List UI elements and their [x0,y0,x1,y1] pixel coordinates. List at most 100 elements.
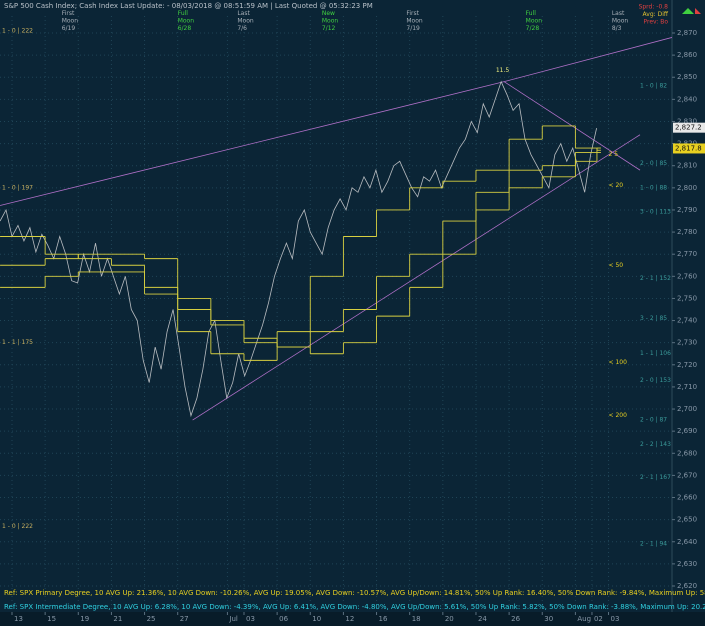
price-box [673,143,705,154]
moon-label: Last [237,10,250,17]
price-box [673,122,705,133]
moon-label: Moon [612,18,629,25]
y-tick-label: 2,680 [677,449,697,457]
moon-label: Moon [406,18,423,25]
y-tick-label: 2,870 [677,29,697,37]
annotation: < 20 [609,182,624,189]
annotation: < 50 [609,262,624,269]
annotation: < 200 [609,412,628,419]
y-tick-label: 2,690 [677,427,697,435]
price-label: 2,817.8 [675,144,702,152]
annotation: 2 - 1 | 94 [640,540,667,547]
moon-label: New [322,10,335,17]
y-tick-label: 2,850 [677,73,697,81]
moon-label: 8/3 [612,25,622,32]
annotation: 2 - 0 | 85 [640,160,667,167]
price-label: 2,827.2 [675,124,702,132]
moon-label: Moon [526,18,543,25]
status-text: Prev: Bo [644,19,669,26]
y-tick-label: 2,710 [677,383,697,391]
y-tick-label: 2,650 [677,516,697,524]
annotation: 2 - 1 | 152 [640,275,671,282]
x-tick-label: 02 [594,615,603,623]
y-tick-label: 2,770 [677,250,697,258]
annotation: 2 - 1 | 167 [640,474,671,481]
moon-label: Moon [322,18,339,25]
y-tick-label: 2,760 [677,272,697,280]
y-tick-label: 2,660 [677,494,697,502]
plot [0,37,672,421]
x-tick-label: 27 [180,615,189,623]
annotation: 2 - 0 | 87 [640,417,667,424]
y-tick-label: 2,730 [677,339,697,347]
trendline [0,81,505,206]
y-tick-label: 2,840 [677,95,697,103]
x-tick-label: 10 [312,615,321,623]
annotation: 1 - 0 | 82 [640,83,667,90]
moon-label: 7/12 [322,25,336,32]
y-tick-label: 2,630 [677,560,697,568]
x-axis-strip [0,612,705,626]
annotation: 1 - 0 | 222 [2,523,33,530]
moon-label: First [406,10,419,17]
y-tick-label: 2,640 [677,538,697,546]
x-tick-label: 21 [113,615,122,623]
x-tick-label: 18 [412,615,421,623]
y-tick-label: 2,790 [677,206,697,214]
stats-line: Ref: SPX Intermediate Degree, 10 AVG Up:… [4,603,705,611]
x-tick-label: 06 [279,615,288,623]
x-tick-label: 20 [445,615,454,623]
annotation: 1 - 0 | 222 [2,27,33,34]
status-icons [682,8,701,14]
x-tick-label: Aug [577,615,591,623]
y-tick-label: 2,800 [677,184,697,192]
chart-title: S&P 500 Cash Index; Cash Index Last Upda… [4,2,373,10]
annotation: 2 - 2 | 143 [640,441,671,448]
x-tick-label: 13 [14,615,23,623]
annotation: 11.5 [496,67,510,74]
annotation: 1 - 0 | 88 [640,184,667,191]
annotation: < 100 [609,359,628,366]
moon-label: 7/19 [406,25,420,32]
moon-label: Full [526,10,537,17]
x-tick-label: Jul [228,615,238,623]
annotation: 2 - 0 | 153 [640,377,671,384]
x-tick-label: 12 [345,615,354,623]
x-tick-label: 03 [246,615,255,623]
annotation: 1 - 1 | 106 [640,350,671,357]
moon-label: Last [612,10,625,17]
x-tick-label: 19 [80,615,89,623]
moon-label: Moon [178,18,195,25]
trendline [504,37,672,83]
status-text: Sprd: -0.8 [639,4,669,11]
x-tick-label: 03 [611,615,620,623]
moon-label: 6/19 [62,25,76,32]
moon-label: Moon [62,18,79,25]
moon-label: 6/28 [178,25,192,32]
moon-label: Full [178,10,189,17]
y-tick-label: 2,720 [677,361,697,369]
annotation: 1 - 1 | 175 [2,339,33,346]
y-tick-label: 2,740 [677,317,697,325]
moon-label: 7/6 [237,25,247,32]
y-tick-label: 2,700 [677,405,697,413]
price-line [0,80,597,418]
annotation: 1 - 0 | 197 [2,184,33,191]
y-tick-label: 2,780 [677,228,697,236]
y-tick-label: 2,620 [677,582,697,590]
annotation: 3 - 0 | 113 [640,209,671,216]
status-text: Avg: Diff [643,11,669,18]
trendline [192,134,641,421]
stats-line: Ref: SPX Primary Degree, 10 AVG Up: 21.3… [4,589,705,597]
moon-label: First [62,10,75,17]
moon-label: 7/28 [526,25,540,32]
x-tick-label: 24 [478,615,487,623]
x-tick-label: 15 [47,615,56,623]
y-tick-label: 2,670 [677,471,697,479]
y-tick-label: 2,750 [677,294,697,302]
x-tick-label: 16 [379,615,388,623]
y-tick-label: 2,830 [677,117,697,125]
annotation: 2 5 [609,151,619,158]
